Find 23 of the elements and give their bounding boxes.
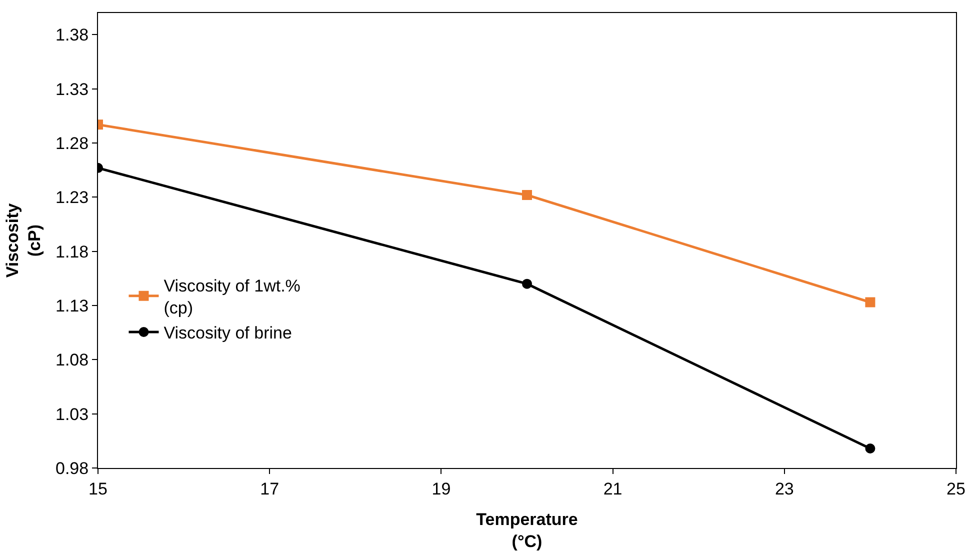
point	[522, 190, 532, 200]
x-tick-label: 19	[432, 479, 451, 498]
point	[522, 278, 532, 289]
y-axis-title: Viscosity (cP)	[2, 202, 44, 278]
x-tick-label: 15	[88, 479, 108, 498]
y-tick-label: 1.13	[56, 296, 89, 316]
point	[865, 444, 876, 454]
x-tick-label: 25	[946, 479, 966, 498]
y-tick-label: 1.38	[56, 26, 89, 45]
y-tick-label: 1.03	[56, 404, 89, 424]
y-tick-label: 1.28	[56, 134, 89, 153]
x-tick-label: 23	[774, 479, 794, 498]
y-tick-label: 1.33	[56, 80, 89, 99]
x-tick-label: 17	[260, 479, 280, 498]
y-tick-label: 1.23	[56, 188, 89, 208]
point	[865, 297, 876, 308]
y-tick-label: 1.18	[56, 242, 89, 262]
y-tick-label: 1.08	[56, 350, 89, 370]
legend-label: Viscosity of 1wt.% (cp)	[164, 276, 300, 318]
x-tick-label: 21	[603, 479, 622, 498]
legend-label: Viscosity of brine	[164, 324, 292, 343]
y-tick-label: 0.98	[56, 458, 89, 478]
x-axis-title: Temperature (°C)	[476, 510, 578, 551]
